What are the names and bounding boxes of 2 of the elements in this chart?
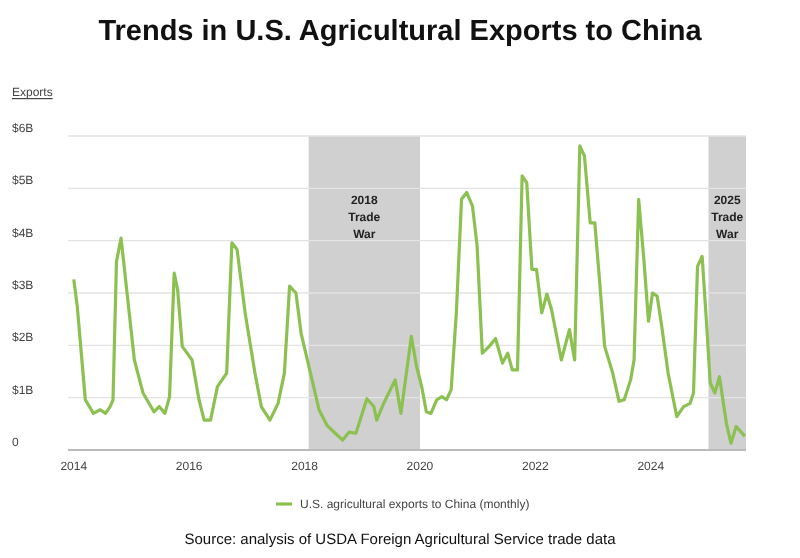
line-series <box>72 144 747 445</box>
chart-title: Trends in U.S. Agricultural Exports to China <box>98 16 704 48</box>
